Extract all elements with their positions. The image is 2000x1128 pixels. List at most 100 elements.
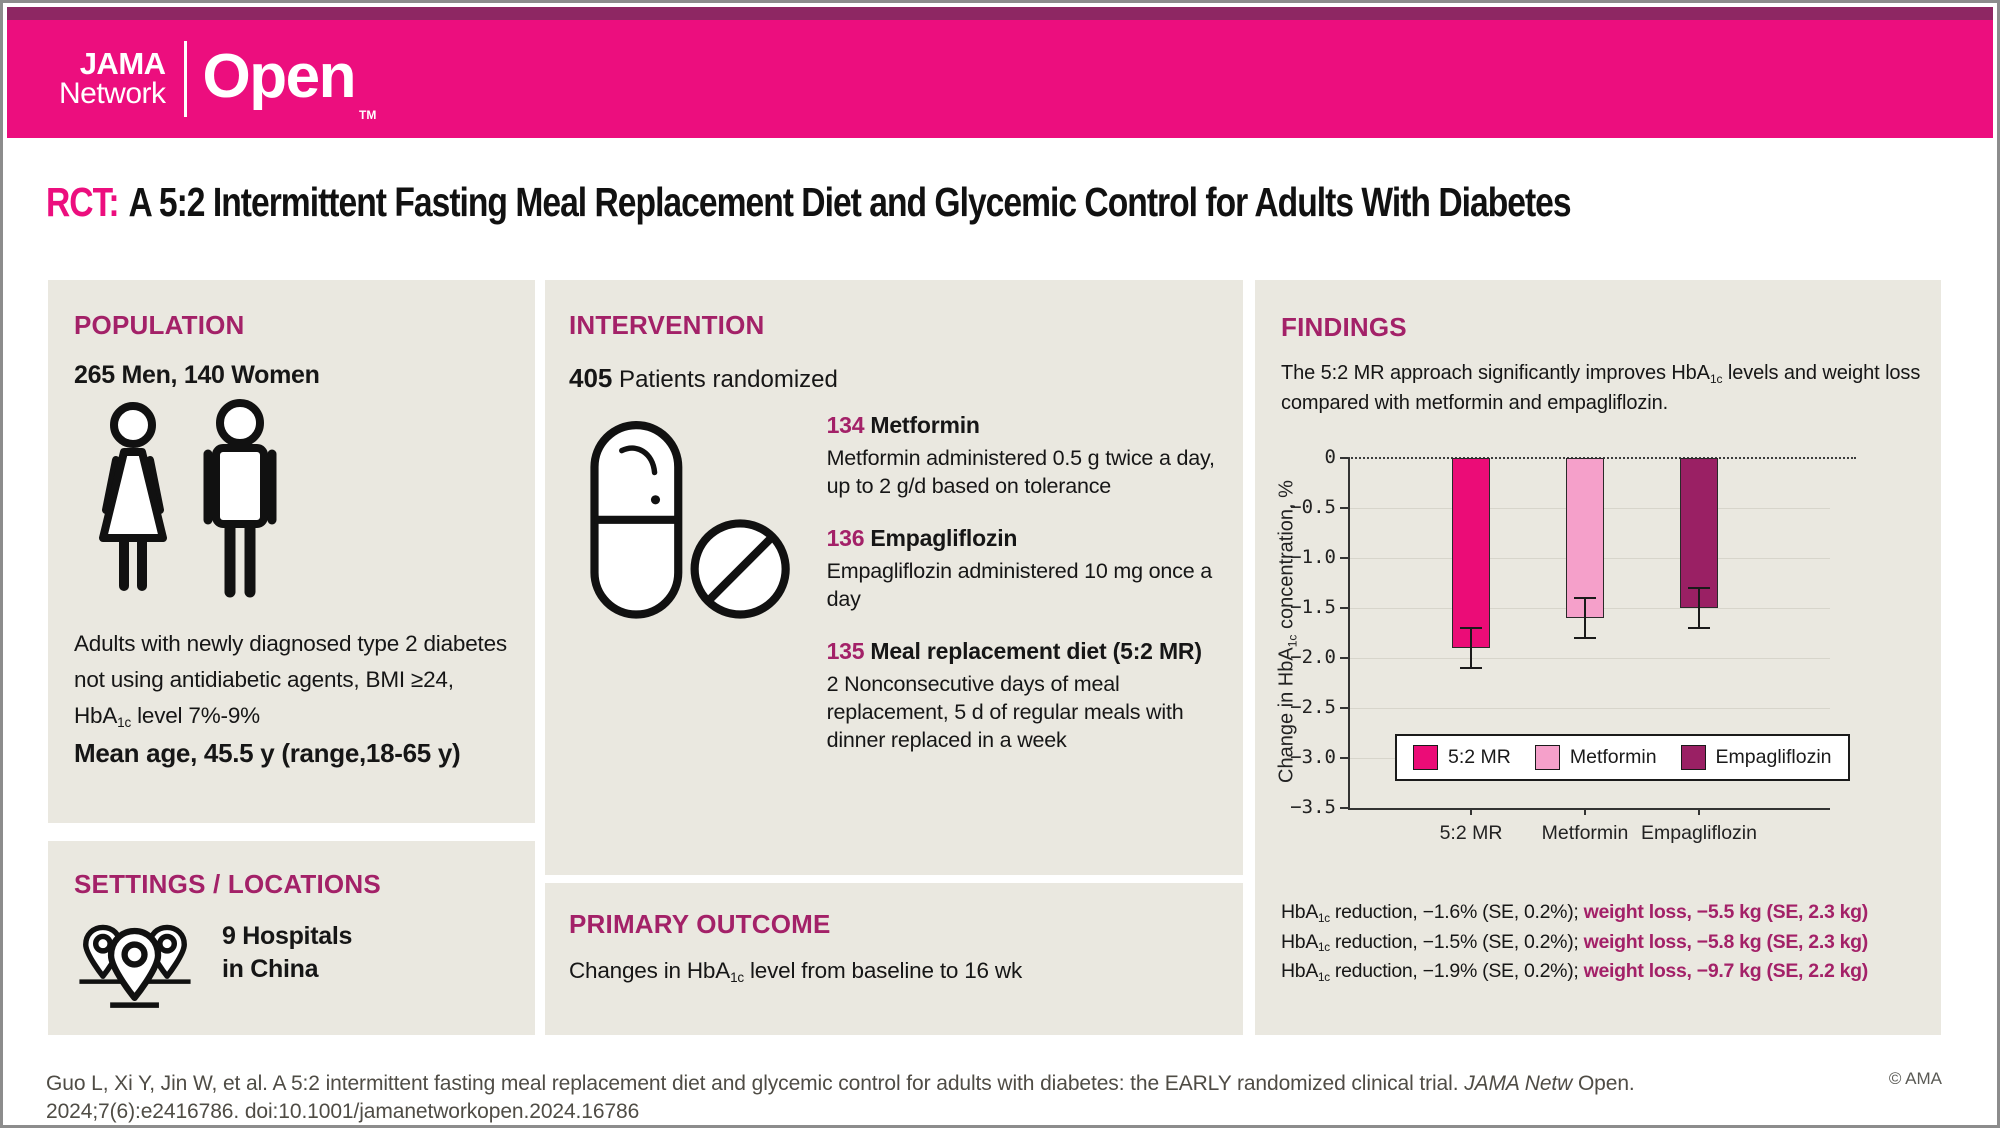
population-description: Adults with newly diagnosed type 2 diabe… xyxy=(74,631,507,731)
y-axis-tick xyxy=(1340,557,1348,559)
intervention-heading: INTERVENTION xyxy=(569,310,765,340)
error-bar-cap xyxy=(1460,627,1482,629)
findings-chart: Change in HbA1c concentration, % 0 −0.5 −1… xyxy=(1255,430,1941,892)
copyright-notice: © AMA xyxy=(1888,1069,1942,1088)
result-line: HbA1c reduction, −1.5% (SE, 0.2%); weigh… xyxy=(1281,930,1868,955)
x-axis-category-label: Empagliflozin xyxy=(1641,822,1757,844)
error-bar-line xyxy=(1698,588,1700,628)
error-bar-cap xyxy=(1574,597,1596,599)
primary-outcome-panel: PRIMARY OUTCOME Changes in HbA1c level f… xyxy=(545,883,1243,1035)
arm-empagliflozin: 136 Empagliflozin Empagliflozin administe… xyxy=(827,525,1219,614)
y-axis-tick xyxy=(1340,807,1348,809)
intervention-arms: 134 Metformin Metformin administered 0.5 … xyxy=(827,412,1219,779)
error-bar-cap xyxy=(1460,667,1482,669)
man-woman-icon xyxy=(99,399,277,598)
y-axis-tick-label: −1.0 xyxy=(1290,546,1336,568)
arm-description: Empagliflozin administered 10 mg once a … xyxy=(826,558,1213,612)
arm-meal-replacement: 135 Meal replacement diet (5:2 MR) 2 Nonc… xyxy=(827,638,1219,755)
population-desc-line1: Adults with newly diagnosed type 2 diabe… xyxy=(74,631,507,656)
y-axis-tick xyxy=(1340,757,1348,759)
x-axis-line xyxy=(1348,808,1830,810)
x-axis-tick xyxy=(1470,808,1472,815)
arm-name: Empagliflozin xyxy=(870,524,1018,551)
error-bar-cap xyxy=(1688,627,1710,629)
legend-item: Empagliflozin xyxy=(1680,745,1832,770)
population-mean-age: Mean age, 45.5 y (range,18-65 y) xyxy=(74,738,461,768)
settings-hospitals: 9 Hospitals in China xyxy=(222,920,352,985)
y-axis-tick xyxy=(1340,657,1348,659)
logo-divider xyxy=(183,41,187,117)
arm-count: 134 xyxy=(826,412,865,438)
chart-gridline xyxy=(1348,708,1830,709)
error-bar-cap xyxy=(1574,637,1596,639)
y-axis-tick-label: −3.0 xyxy=(1290,746,1336,768)
jama-network-open-logo[interactable]: JAMA Network Open TM xyxy=(7,20,1993,138)
legend-swatch xyxy=(1413,745,1438,770)
citation: Guo L, Xi Y, Jin W, et al. A 5:2 intermi… xyxy=(46,1072,1635,1124)
error-bar-cap xyxy=(1688,587,1710,589)
findings-heading: FINDINGS xyxy=(1281,312,1407,342)
y-axis-tick-label: −0.5 xyxy=(1290,496,1336,518)
y-axis-tick xyxy=(1340,707,1348,709)
y-axis-line xyxy=(1348,458,1350,808)
top-accent-strip xyxy=(7,7,1993,20)
y-axis-tick xyxy=(1340,457,1348,459)
settings-heading: SETTINGS / LOCATIONS xyxy=(74,869,381,899)
logo-jama-text: JAMA xyxy=(79,46,166,82)
arm-metformin: 134 Metformin Metformin administered 0.5 … xyxy=(827,412,1219,501)
title-rct-prefix: RCT: xyxy=(46,179,120,225)
legend-swatch xyxy=(1680,745,1706,770)
arm-description: Metformin administered 0.5 g twice a day… xyxy=(826,446,1215,499)
arm-description: 2 Nonconsecutive days of meal replacemen… xyxy=(826,671,1184,753)
logo-network-text: Network xyxy=(59,77,166,111)
result-line: HbA1c reduction, −1.6% (SE, 0.2%); weigh… xyxy=(1281,901,1868,925)
chart-bar xyxy=(1680,458,1718,608)
findings-summary: The 5:2 MR approach significantly improv… xyxy=(1281,362,1921,414)
y-axis-tick-label: −2.0 xyxy=(1290,646,1336,668)
population-subjects: 265 Men, 140 Women xyxy=(74,361,320,389)
chart-legend: 5:2 MR Metformin Empagliflozin xyxy=(1395,734,1850,781)
arm-count: 135 xyxy=(826,637,865,664)
chart-bar xyxy=(1452,458,1490,648)
legend-label: Metformin xyxy=(1569,746,1657,768)
settings-locations-panel: SETTINGS / LOCATIONS 9 Hospitals in Chin… xyxy=(48,841,535,1035)
result-line: HbA1c reduction, −1.9% (SE, 0.2%); weigh… xyxy=(1281,960,1868,984)
error-bar-line xyxy=(1584,598,1586,638)
findings-results: HbA1c reduction, −1.6% (SE, 0.2%); weigh… xyxy=(1281,898,1868,987)
settings-line2: in China xyxy=(222,954,319,983)
logo-trademark: TM xyxy=(358,108,377,122)
y-axis-tick-label: −3.5 xyxy=(1290,796,1336,818)
x-axis-category-label: Metformin xyxy=(1541,822,1629,844)
y-axis-tick-label: 0 xyxy=(1324,446,1336,468)
settings-line1: 9 Hospitals xyxy=(222,922,353,950)
page-title: RCT: A 5:2 Intermittent Fasting Meal Repl… xyxy=(46,179,1572,226)
y-axis-tick xyxy=(1340,507,1348,509)
intervention-randomized: 405 Patients randomized xyxy=(569,363,838,393)
chart-bar xyxy=(1566,458,1604,618)
error-bar-line xyxy=(1470,628,1472,668)
jama-masthead: JAMA Network Open TM xyxy=(7,20,1993,138)
arm-name: Meal replacement diet (5:2 MR) xyxy=(870,637,1202,664)
y-axis-tick-label: −1.5 xyxy=(1290,596,1336,618)
x-axis-tick xyxy=(1584,808,1586,815)
legend-label: 5:2 MR xyxy=(1448,746,1511,768)
population-panel: POPULATION 265 Men, 140 Women Adults wit… xyxy=(48,280,535,823)
chart-gridline xyxy=(1348,658,1830,659)
legend-swatch xyxy=(1534,745,1560,770)
legend-label: Empagliflozin xyxy=(1715,746,1832,768)
logo-open-text: Open xyxy=(202,41,357,111)
legend-item: 5:2 MR xyxy=(1413,745,1511,770)
capsule-and-tablet-icon xyxy=(590,421,790,619)
map-pins-icon xyxy=(79,924,191,1008)
findings-panel: FINDINGS The 5:2 MR approach significant… xyxy=(1255,280,1941,1035)
legend-item: Metformin xyxy=(1534,745,1657,770)
intervention-panel: INTERVENTION 405 Patients randomized 134… xyxy=(545,280,1243,875)
y-axis-tick-label: −2.5 xyxy=(1290,696,1336,718)
citation-doi: 2024;7(6):e2416786. doi:10.1001/jamanetw… xyxy=(46,1100,640,1124)
arm-count: 136 xyxy=(826,524,865,551)
title-text: A 5:2 Intermittent Fasting Meal Replacem… xyxy=(128,179,1571,225)
arm-name: Metformin xyxy=(870,412,980,438)
x-axis-tick xyxy=(1698,808,1700,815)
primary-outcome-heading: PRIMARY OUTCOME xyxy=(569,909,831,939)
population-heading: POPULATION xyxy=(74,310,245,340)
